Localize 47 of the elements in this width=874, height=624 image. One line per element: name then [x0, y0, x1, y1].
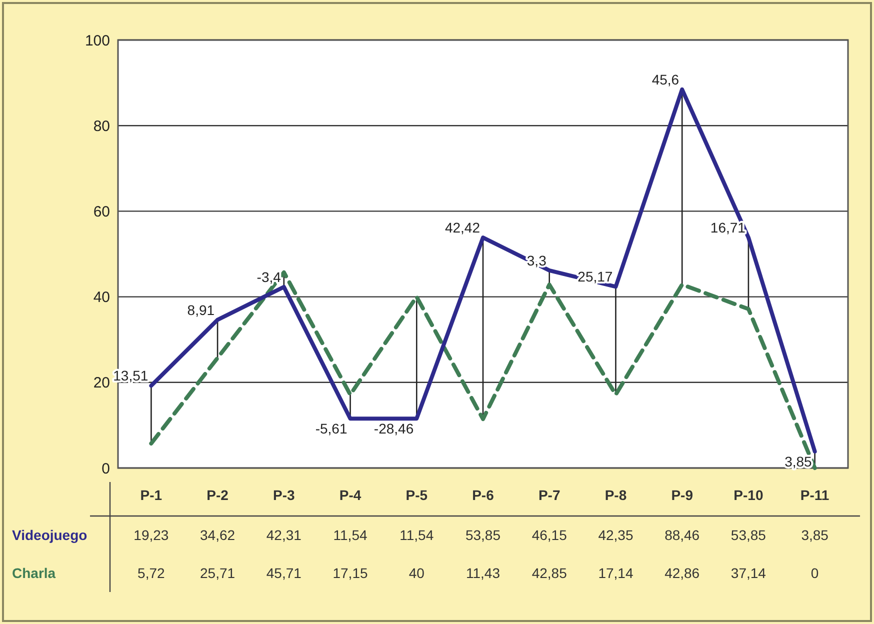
x-tick-label: P-2 [206, 487, 229, 503]
data-label: 37,14 [730, 565, 766, 581]
text: Videojuego [12, 527, 88, 543]
x-tick-label: P-7 [538, 487, 560, 503]
x-tick-label: P-1 [140, 487, 162, 503]
y-tick-label: 80 [93, 118, 110, 135]
text: Charla [12, 565, 56, 581]
y-tick-label: 40 [93, 289, 110, 306]
annotation: 45,6 [652, 71, 680, 88]
annotation: 8,91 [187, 302, 215, 318]
y-tick-label: 100 [84, 32, 110, 50]
data-label: 25,71 [200, 565, 236, 581]
data-label: 11,54 [333, 527, 368, 543]
data-label: 17,15 [332, 565, 368, 581]
x-tick-label: P-11 [800, 487, 830, 503]
data-label: 45,71 [266, 565, 302, 581]
x-tick-label: P-9 [671, 487, 694, 503]
y-tick-label: 20 [93, 374, 110, 392]
data-label: 42,35 [598, 527, 634, 543]
annotation: -28,46 [374, 420, 414, 437]
data-label: 3,85 [801, 527, 829, 543]
data-label: 53,85 [465, 527, 501, 543]
data-label: 5,72 [138, 565, 166, 581]
y-tick-label: 60 [93, 203, 110, 220]
annotation: 42,42 [444, 220, 480, 236]
data-label: 88,46 [664, 527, 700, 543]
data-label: 53,85 [730, 527, 766, 543]
x-tick-label: P-6 [472, 487, 494, 503]
annotation: 3,85 [784, 454, 812, 470]
data-label: 11,43 [466, 565, 500, 581]
data-label: 17,14 [598, 565, 634, 581]
data-label: 42,85 [532, 565, 568, 581]
x-tick-label: P-3 [273, 487, 296, 503]
x-tick-label: P-5 [406, 487, 428, 503]
annotation: -5,61 [315, 420, 348, 437]
data-label: 42,86 [664, 565, 700, 581]
data-label: 40 [408, 565, 425, 581]
data-label: 19,23 [134, 527, 169, 543]
data-label: 34,62 [200, 527, 236, 543]
x-tick-label: P-10 [734, 487, 764, 503]
x-tick-label: P-4 [339, 487, 362, 503]
data-label: 0 [810, 565, 819, 581]
x-tick-label: P-8 [604, 487, 627, 503]
data-label: 46,15 [532, 527, 568, 543]
data-label: 11,54 [400, 527, 434, 543]
data-label: 42,31 [266, 527, 302, 543]
y-tick-label: 0 [102, 460, 110, 478]
